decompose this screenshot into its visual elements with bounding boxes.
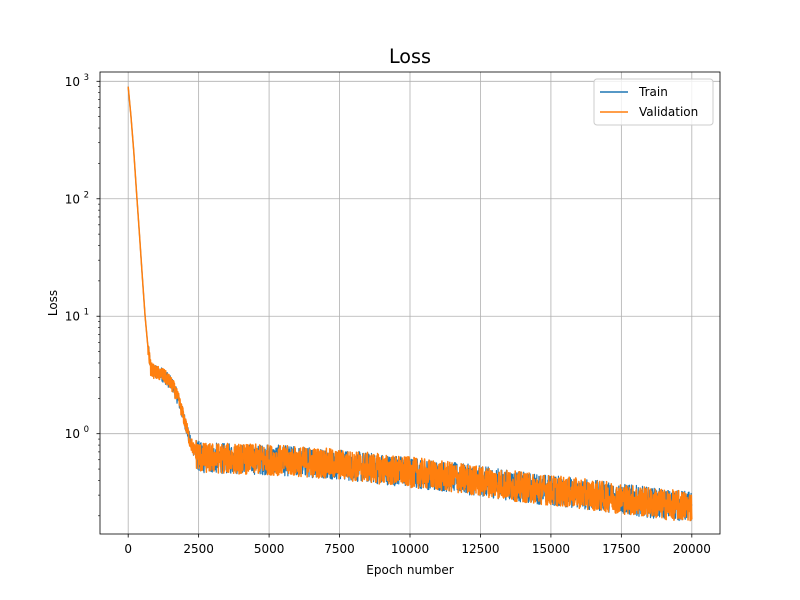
legend-box <box>593 78 714 126</box>
y-tick-exponent: 0 <box>84 425 89 435</box>
y-axis-label: Loss <box>46 290 60 316</box>
y-tick-label: 10 <box>65 75 80 89</box>
grid <box>100 72 720 534</box>
series-layer <box>127 86 693 522</box>
chart-title: Loss <box>389 45 431 68</box>
x-tick-label: 10000 <box>391 542 429 556</box>
x-tick-label: 17500 <box>602 542 640 556</box>
y-tick-label: 10 <box>65 192 80 206</box>
y-axis-ticks: 10 0 10 1 10 2 10 3 <box>65 73 100 517</box>
y-tick-exponent: 3 <box>84 73 89 83</box>
x-tick-label: 0 <box>124 542 132 556</box>
x-tick-label: 15000 <box>532 542 570 556</box>
legend: Train Validation <box>593 78 714 126</box>
x-axis-label: Epoch number <box>366 563 453 577</box>
x-tick-label: 5000 <box>254 542 285 556</box>
legend-label: Train <box>638 85 668 99</box>
x-tick-label: 7500 <box>324 542 355 556</box>
series-line-validation <box>127 86 693 522</box>
y-tick-label: 10 <box>65 310 80 324</box>
legend-label: Validation <box>639 105 698 119</box>
y-tick-label: 10 <box>65 427 80 441</box>
x-tick-label: 12500 <box>461 542 499 556</box>
x-axis-ticks: 0 2500 5000 7500 10000 12500 15000 17500 20000 <box>124 534 711 556</box>
x-tick-label: 20000 <box>673 542 711 556</box>
y-tick-exponent: 1 <box>84 308 89 318</box>
x-tick-label: 2500 <box>183 542 214 556</box>
y-tick-exponent: 2 <box>84 190 89 200</box>
